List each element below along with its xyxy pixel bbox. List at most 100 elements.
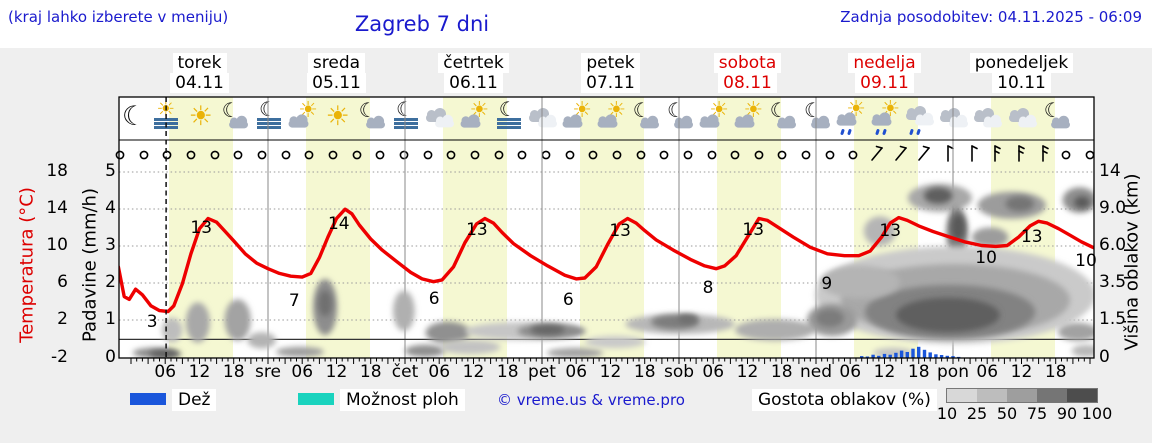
cloud-scale-segment [1037, 389, 1067, 402]
moon-glyph: ☾ [632, 98, 651, 122]
time-tick-label: 18 [359, 362, 382, 382]
clouds-icon [1007, 99, 1041, 139]
temp-point-label: 13 [190, 217, 213, 238]
cloud-shape [871, 112, 892, 126]
cloud-scale-label: 10 [936, 404, 958, 423]
cloud-lump-left [539, 116, 548, 125]
sun-cloud-icon: ☀ [596, 99, 630, 139]
sun-cloud-icon: ☀ [561, 99, 595, 139]
day-header-torek: torek 04.11 [131, 53, 268, 93]
clouds-rain-icon [904, 99, 938, 139]
cloud-shape [460, 114, 481, 128]
sun-glyph: ☀ [325, 101, 350, 132]
wind-diag-symbol [916, 144, 932, 163]
wind-calm-symbol [845, 144, 861, 163]
cloud-lump-left [837, 114, 847, 123]
day-date: 08.11 [679, 73, 816, 93]
time-tick-label: 18 [633, 362, 656, 382]
wind-calm-symbol [514, 144, 530, 163]
wind-barb2-symbol [1035, 144, 1051, 163]
cloud-tick: 14 [1099, 161, 1121, 181]
cloud-scale-segment [1007, 389, 1037, 402]
temp-point-label: 13 [1020, 227, 1043, 248]
wind-calm-symbol [230, 144, 246, 163]
cloud-lump-right [1024, 114, 1036, 126]
cloud-lump-right [373, 115, 384, 127]
sun-glyph: ☀ [188, 101, 213, 132]
precip-tick: 4 [105, 198, 116, 218]
cloud-lump-right [818, 115, 830, 127]
day-date: 09.11 [816, 73, 953, 93]
wind-calm-symbol [372, 144, 388, 163]
temp-point-label: 13 [742, 219, 765, 240]
temp-tick: 14 [46, 198, 68, 218]
cloud-lump-right [784, 115, 795, 127]
time-tick-label: 12 [1010, 362, 1033, 382]
wind-calm-symbol [254, 144, 270, 163]
cloud-lump-right [442, 114, 454, 126]
cloud-lump-left [777, 117, 786, 126]
wind-calm-symbol [112, 144, 128, 163]
cloud-lump-right [922, 112, 933, 124]
cloud-scale-segment [1067, 389, 1097, 402]
wind-calm-symbol [443, 144, 459, 163]
cloud-shape [1050, 115, 1071, 130]
cloud-tick: 0 [1099, 347, 1110, 367]
temp-point-label: 10 [975, 248, 997, 269]
day-name: nedelja [816, 53, 953, 73]
page-title: Zagreb 7 dni [354, 12, 490, 36]
cloud-scale-label: 50 [996, 404, 1018, 423]
cloud-shape [597, 114, 618, 128]
temp-point-label: 3 [146, 311, 158, 332]
cloud-lump-left [950, 116, 959, 125]
time-tick-label: 12 [325, 362, 348, 382]
copyright-link[interactable]: © vreme.us & vreme.pro [497, 391, 685, 409]
moon-cloud-icon: ☾ [356, 99, 390, 139]
temp-point-label: 14 [327, 214, 350, 235]
temp-point-label: 10 [1075, 251, 1097, 272]
day-header-petek: petek 07.11 [542, 53, 679, 93]
clouds-icon [424, 99, 458, 139]
cloud-shape [639, 115, 660, 130]
day-header-sobota: sobota 08.11 [679, 53, 816, 93]
wind-calm-symbol [751, 144, 767, 163]
cloud-lump-left [229, 117, 238, 126]
moon-cloud-icon: ☾ [219, 99, 253, 139]
precip-tick: 2 [105, 272, 116, 292]
time-tick-label: 06 [154, 362, 177, 382]
cloud-lump-left [915, 114, 924, 123]
moon-glyph: ☾ [221, 98, 240, 122]
cloud-lump-left [640, 117, 649, 126]
cloud-tick: 6.0 [1099, 235, 1127, 255]
wind-calm-symbol [585, 144, 601, 163]
time-tick-label: čet [391, 362, 419, 382]
time-tick-label: 06 [565, 362, 588, 382]
temp-point-label: 6 [428, 289, 440, 310]
wind-diag-symbol [893, 144, 909, 163]
temp-point-label: 8 [702, 278, 714, 299]
sun-cloud-icon: ☀ [698, 99, 732, 139]
cloud-lump-left [906, 108, 916, 117]
wind-calm-symbol [136, 144, 152, 163]
moon-glyph: ☾ [358, 98, 377, 122]
cloud-shape [949, 114, 969, 129]
wind-calm-symbol [396, 144, 412, 163]
fog-line [394, 122, 418, 125]
day-name: ponedeljek [953, 53, 1090, 73]
clouds-icon [527, 99, 561, 139]
day-name: sreda [268, 53, 405, 73]
day-date: 05.11 [268, 73, 405, 93]
fog-line [496, 118, 521, 121]
cloud-lump-left [598, 116, 607, 125]
cloud-lump-right [647, 115, 658, 127]
cloud-lump-right [741, 114, 754, 126]
sun-cloud-rain-icon: ☀ [870, 99, 904, 139]
showers-swatch [298, 393, 334, 405]
cloud-lump-right [1058, 115, 1069, 127]
temp-tick: 6 [57, 272, 68, 292]
cloud-lump-right [236, 115, 247, 127]
day-header-sreda: sreda 05.11 [268, 53, 405, 93]
cloud-shape [538, 114, 558, 129]
time-tick-label: ned [799, 362, 833, 382]
